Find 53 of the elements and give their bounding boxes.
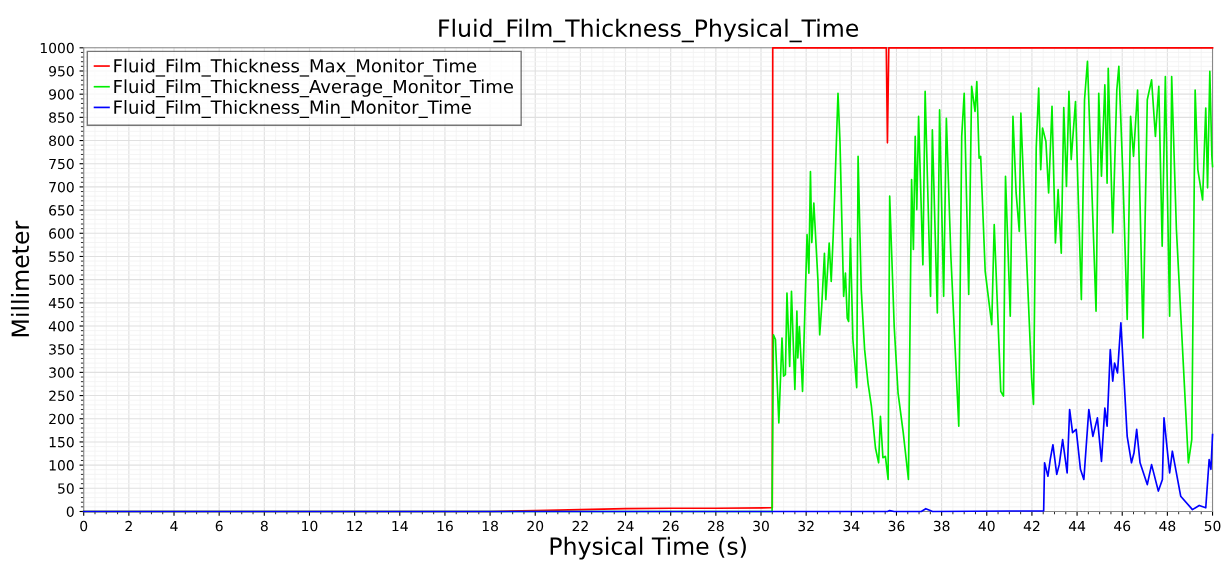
- y-tick-label: 650: [49, 205, 74, 216]
- chart-title: Fluid_Film_Thickness_Physical_Time: [439, 18, 859, 43]
- x-tick-label: 48: [1159, 520, 1176, 532]
- y-tick-label: 950: [49, 65, 74, 77]
- x-tick-label: 8: [260, 520, 268, 532]
- y-tick-label: 450: [48, 297, 74, 309]
- legend-label: Fluid_Film_Thickness_Max_Monitor_Time: [114, 58, 477, 77]
- x-tick-label: 28: [708, 520, 724, 532]
- x-tick-label: 42: [1023, 520, 1040, 532]
- x-tick-label: 44: [1068, 520, 1086, 532]
- y-tick-label: 100: [49, 460, 74, 471]
- y-tick-label: 300: [49, 367, 74, 378]
- y-tick-label: 900: [49, 89, 74, 100]
- y-tick-label: 200: [49, 413, 74, 425]
- y-tick-label: 500: [49, 274, 74, 286]
- x-tick-label: 18: [482, 520, 498, 532]
- x-tick-label: 36: [888, 520, 905, 532]
- y-axis-title: Millimeter: [10, 220, 30, 337]
- x-tick-label: 14: [392, 520, 408, 532]
- y-tick-label: 350: [49, 344, 74, 355]
- x-tick-label: 46: [1114, 520, 1131, 532]
- y-tick-label: 750: [49, 158, 74, 170]
- y-tick-label: 550: [49, 251, 74, 262]
- x-tick-label: 20: [527, 520, 544, 532]
- y-tick-label: 850: [49, 112, 74, 123]
- x-tick-label: 4: [170, 520, 178, 532]
- x-tick-label: 2: [125, 520, 132, 532]
- x-tick-label: 34: [843, 520, 860, 532]
- y-tick-label: 0: [66, 506, 74, 517]
- x-tick-label: 32: [798, 520, 814, 532]
- x-tick-label: 38: [933, 520, 950, 532]
- x-tick-label: 40: [978, 520, 995, 532]
- x-tick-label: 26: [662, 520, 679, 532]
- x-tick-label: 22: [572, 520, 588, 532]
- y-tick-label: 400: [48, 320, 74, 332]
- x-tick-label: 24: [617, 520, 634, 532]
- y-tick-label: 700: [49, 181, 74, 193]
- legend-label: Fluid_Film_Thickness_Average_Monitor_Time: [114, 79, 513, 98]
- y-tick-label: 800: [49, 135, 74, 147]
- x-axis-title: Physical Time (s): [550, 536, 746, 560]
- x-tick-label: 10: [302, 520, 318, 532]
- x-tick-label: 50: [1204, 520, 1221, 532]
- y-tick-label: 250: [49, 390, 74, 402]
- y-tick-label: 1000: [40, 42, 74, 54]
- x-tick-label: 6: [215, 520, 223, 532]
- legend-label: Fluid_Film_Thickness_Min_Monitor_Time: [114, 100, 471, 118]
- x-tick-label: 30: [753, 520, 769, 532]
- x-tick-label: 12: [347, 520, 363, 532]
- x-tick-label: 16: [437, 520, 453, 532]
- x-tick-label: 0: [80, 520, 88, 532]
- y-tick-label: 600: [49, 228, 74, 239]
- y-tick-label: 50: [58, 483, 74, 494]
- y-tick-label: 150: [49, 436, 74, 448]
